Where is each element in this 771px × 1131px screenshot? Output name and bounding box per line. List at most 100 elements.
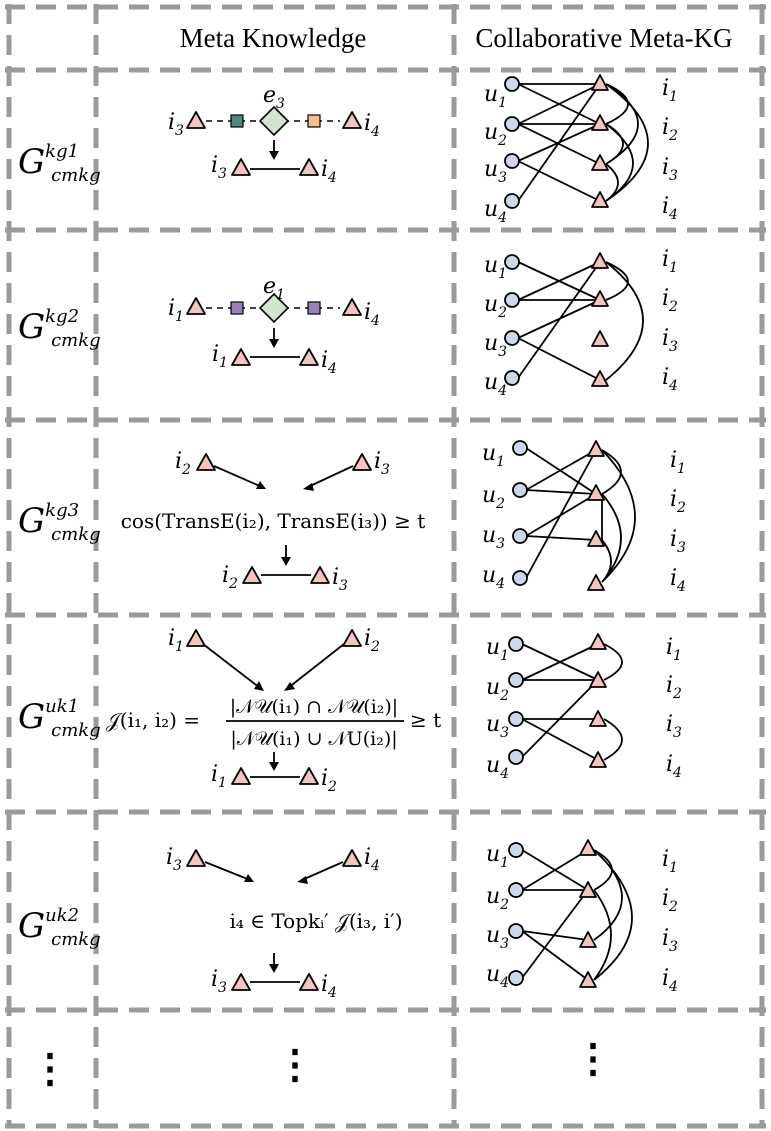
user-node <box>504 292 520 308</box>
jaccard-rhs: ≥ t <box>410 708 441 732</box>
user-node <box>504 153 520 169</box>
item-label: i3 <box>670 527 686 556</box>
item-node <box>591 154 609 171</box>
converge-arrow-left <box>204 861 251 881</box>
table-grid <box>5 4 766 1129</box>
converge-arrow-head-right <box>297 876 308 884</box>
item-label-left: i3 <box>168 110 184 139</box>
item-node <box>589 633 607 650</box>
item-node <box>591 114 609 131</box>
item-node-left <box>196 453 216 471</box>
item-label-left: i2 <box>175 449 191 478</box>
user-node <box>508 882 524 898</box>
user-node <box>508 749 524 765</box>
user-label: u2 <box>484 292 507 321</box>
item-node-left <box>186 629 206 647</box>
user-item-edges <box>525 447 597 579</box>
row-ellipsis: ⋮ ⋮ ⋮ <box>30 1035 613 1092</box>
item-node-left-result <box>242 566 262 584</box>
ellipsis-meta-column: ⋮ <box>275 1041 315 1088</box>
item-node-right-result <box>299 158 319 176</box>
similarity-formula: cos(TransE(i₂), TransE(i₃)) ≥ t <box>121 509 426 533</box>
graph-subscript: cmkg <box>51 330 101 351</box>
graph-superscript: kg3 <box>45 500 79 521</box>
item-label-right: i3 <box>374 449 390 478</box>
user-node <box>512 528 528 544</box>
user-node <box>508 672 524 688</box>
item-label: i2 <box>666 673 682 702</box>
converge-arrow-head-left <box>254 681 264 691</box>
item-node-right-result <box>310 566 330 584</box>
item-label: i2 <box>662 115 678 144</box>
item-node-right-result <box>299 348 319 366</box>
ellipsis-collab-column: ⋮ <box>573 1035 613 1082</box>
item-label-left: i1 <box>168 626 184 655</box>
graph-symbol: G <box>18 501 45 541</box>
item-label-right: i4 <box>364 845 380 874</box>
item-label: i4 <box>662 966 678 995</box>
user-label: u3 <box>484 157 507 186</box>
item-label-right-result: i4 <box>321 157 337 186</box>
item-node-right <box>342 298 362 316</box>
item-node <box>587 440 605 457</box>
row-kg1: Gkg1 cmkg i3 e3 i4 i3 i4 <box>18 74 678 226</box>
ellipsis-graph-column: ⋮ <box>30 1045 70 1092</box>
meta-knowledge-formula: i2 i3 cos(TransE(i₂), TransE(i₃)) ≥ t i2… <box>121 449 426 594</box>
item-node-left-result <box>231 973 251 991</box>
item-node-left-result <box>231 767 251 785</box>
item-label-left-result: i1 <box>212 342 228 371</box>
item-node <box>591 290 609 307</box>
user-node <box>508 923 524 939</box>
item-item-edges <box>593 849 633 981</box>
header-meta-knowledge: Meta Knowledge <box>180 23 367 53</box>
item-node <box>591 370 609 387</box>
item-label-left-result: i3 <box>211 967 227 996</box>
row-kg2: Gkg2 cmkg i1 e1 i4 i1 i4 <box>18 247 678 399</box>
derive-arrow-head <box>269 151 279 160</box>
item-node <box>579 971 597 988</box>
user-label: u4 <box>486 962 509 991</box>
item-node-left <box>186 849 206 867</box>
item-label-right-result: i4 <box>321 972 337 1001</box>
item-node-left <box>186 111 206 129</box>
item-label-left-result: i1 <box>211 762 227 791</box>
collaborative-graph: u1 u2 u3 u4 i1 i2 i3 i4 <box>484 247 678 399</box>
item-node <box>589 671 607 688</box>
user-label: u4 <box>484 197 507 226</box>
collaborative-graph: u1 u2 u3 u4 i1 i2 i3 i4 <box>484 74 678 226</box>
graph-subscript: cmkg <box>51 929 101 950</box>
collaborative-graph: u1 u2 u3 u4 i1 i2 i3 i4 <box>482 440 686 595</box>
item-label: i1 <box>662 247 678 276</box>
relation-square-purple <box>307 301 321 315</box>
user-node <box>508 842 524 858</box>
item-label: i3 <box>662 155 678 184</box>
item-item-edges <box>605 83 649 202</box>
user-item-edges <box>517 261 601 381</box>
graph-subscript: cmkg <box>51 165 101 186</box>
user-label: u1 <box>484 253 507 282</box>
item-node-left-result <box>231 158 251 176</box>
item-label: i3 <box>662 926 678 955</box>
item-node-right <box>352 453 372 471</box>
jaccard-lhs: 𝒥(i₁, i₂) = <box>106 708 200 732</box>
user-label: u3 <box>486 923 509 952</box>
item-label: i4 <box>666 752 682 781</box>
graph-superscript: uk1 <box>45 696 79 717</box>
graph-label: Gkg2 cmkg <box>18 306 101 351</box>
entity-node <box>258 292 290 324</box>
item-label-left-result: i2 <box>222 563 238 592</box>
item-node <box>587 574 605 591</box>
user-node <box>508 970 524 986</box>
item-label-right-result: i3 <box>332 565 348 594</box>
graph-symbol: G <box>18 142 45 182</box>
relation-square-orange <box>307 114 321 128</box>
item-node-right <box>342 111 362 129</box>
item-item-edges <box>601 449 636 583</box>
graph-superscript: kg2 <box>45 306 79 327</box>
converge-arrow-right <box>301 861 344 881</box>
derive-arrow-head <box>269 762 279 771</box>
user-label: u4 <box>486 753 509 782</box>
item-label: i4 <box>662 365 678 394</box>
graph-label: Guk1 cmkg <box>18 696 101 741</box>
user-label: u4 <box>484 370 507 399</box>
